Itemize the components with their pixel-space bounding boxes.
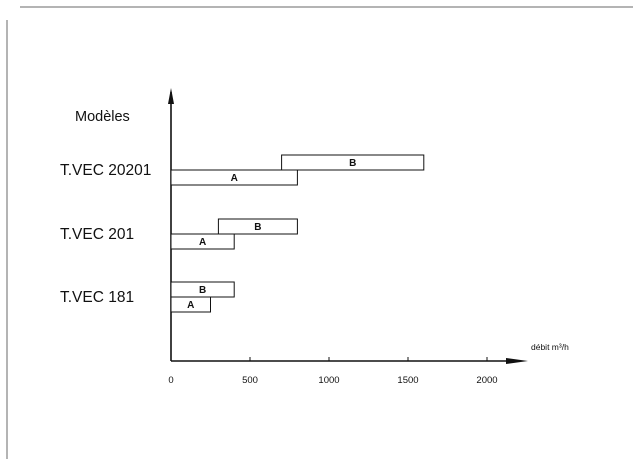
x-tick-label: 1000 xyxy=(318,375,339,386)
y-axis-arrowhead xyxy=(168,88,174,104)
x-axis-arrowhead xyxy=(506,358,528,364)
category-label: T.VEC 201 xyxy=(60,226,134,243)
bar-b xyxy=(217,218,298,235)
x-axis-title: débit m³/h xyxy=(531,342,569,352)
bar-a xyxy=(170,233,235,250)
x-ticks: 0 500 1000 1500 2000 xyxy=(168,357,498,386)
bar-label: B xyxy=(254,222,261,233)
x-tick-label: 500 xyxy=(242,375,258,386)
category-label: T.VEC 181 xyxy=(60,289,134,306)
category-label: T.VEC 20201 xyxy=(60,162,151,179)
x-tick-label: 0 xyxy=(168,375,173,386)
category-labels: T.VEC 20201 T.VEC 201 T.VEC 181 xyxy=(60,162,151,306)
bar-b xyxy=(281,154,425,171)
bar-label: B xyxy=(349,158,356,169)
x-tick-label: 1500 xyxy=(397,375,418,386)
bar-label: A xyxy=(187,300,194,311)
x-tick-label: 2000 xyxy=(476,375,497,386)
bar-a xyxy=(170,169,298,186)
bar-label: A xyxy=(199,237,206,248)
bar-a xyxy=(170,296,211,313)
bar-label: A xyxy=(231,173,238,184)
bar-label: B xyxy=(199,285,206,296)
y-axis-title: Modèles xyxy=(75,109,130,125)
